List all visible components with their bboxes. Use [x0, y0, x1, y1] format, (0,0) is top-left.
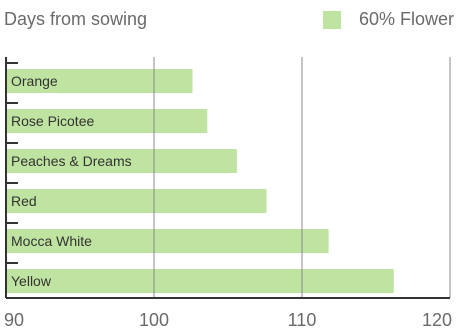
legend: 60% Flower: [322, 9, 454, 30]
bar: [6, 149, 237, 173]
bar: [6, 269, 394, 293]
x-tick-label: 100: [139, 310, 169, 330]
bar: [6, 229, 329, 253]
category-label: Peaches & Dreams: [11, 153, 132, 169]
bar: [6, 109, 208, 133]
bar: [6, 69, 193, 93]
axis-label-y: Days from sowing: [4, 9, 148, 29]
legend-swatch: [322, 10, 341, 29]
x-tick-label: 110: [288, 310, 317, 330]
x-tick-label: 90: [4, 310, 24, 330]
legend-label: 60% Flower: [358, 9, 454, 29]
category-label: Rose Picotee: [11, 113, 94, 129]
category-label: Orange: [11, 73, 58, 89]
x-tick-label: 120: [422, 310, 452, 330]
category-label: Red: [11, 193, 37, 209]
category-label: Mocca White: [11, 233, 92, 249]
category-label: Yellow: [11, 273, 52, 289]
bar: [6, 189, 267, 213]
